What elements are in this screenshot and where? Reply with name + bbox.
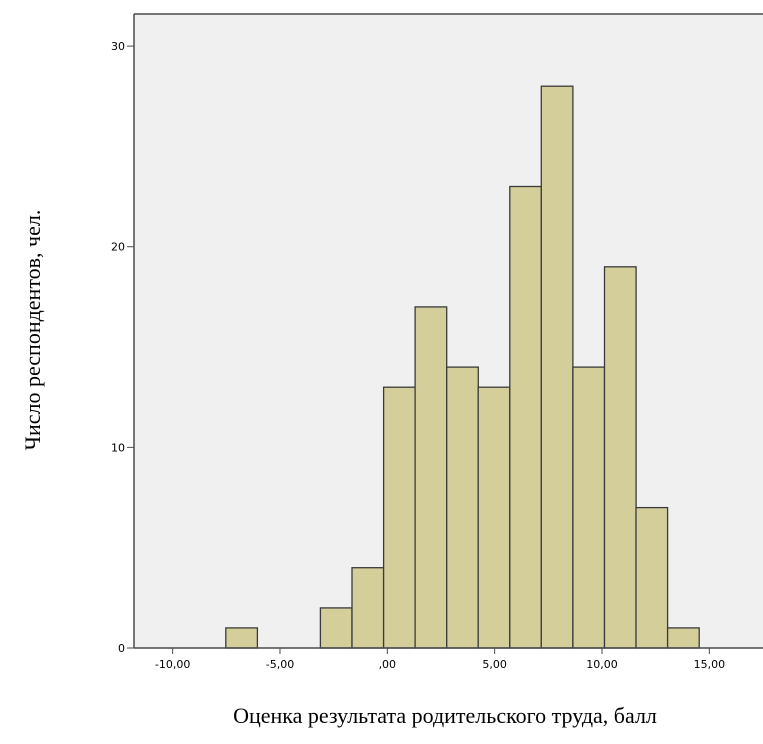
y-axis-title: Число респондентов, чел. [20,210,45,451]
histogram-bar-4 [382,386,416,649]
x-tick-label: -10,00 [155,658,190,671]
histogram-bar-8 [509,185,543,649]
x-tick-label: -5,00 [266,658,294,671]
y-axis-ticks: 0 10 20 30 [111,40,134,655]
x-tick-label: 10,00 [586,658,618,671]
histogram-bar-5 [414,306,448,649]
y-tick-label: 20 [111,241,125,254]
histogram-bar-1 [225,627,259,649]
bars-group [225,85,700,649]
histogram-bar-13 [666,627,700,649]
histogram-bar-7 [477,386,511,649]
x-axis-title: Оценка результата родительского труда, б… [233,703,657,728]
x-tick-label: 15,00 [694,658,726,671]
y-tick-label: 10 [111,441,125,454]
x-tick-label: ,00 [379,658,397,671]
histogram-bar-11 [603,266,637,649]
x-tick-label: 5,00 [482,658,507,671]
axes-group [133,13,763,649]
histogram-bar-6 [446,366,479,649]
histogram-bar-12 [635,506,669,649]
histogram-bar-9 [540,85,574,649]
histogram-bar-3 [351,567,385,649]
x-axis-ticks: -10,00 -5,00 ,00 5,00 10,00 15,00 [155,648,725,671]
histogram-bar-2 [319,607,353,649]
y-tick-label: 0 [118,642,125,655]
y-tick-label: 30 [111,40,125,53]
histogram-bar-10 [572,366,606,649]
